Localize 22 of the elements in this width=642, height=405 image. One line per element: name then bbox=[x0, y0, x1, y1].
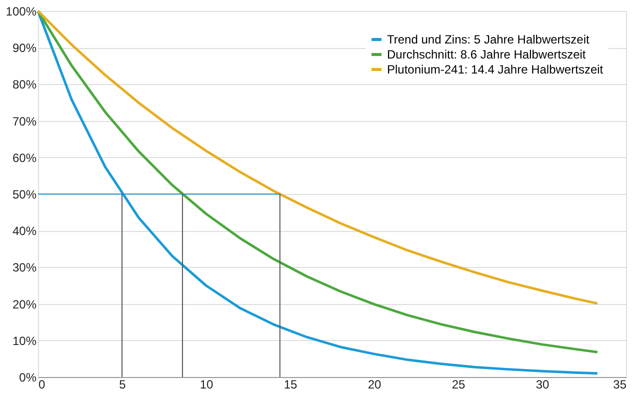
x-tick-label: 30 bbox=[536, 378, 550, 392]
y-tick-label: 80% bbox=[12, 78, 37, 92]
x-tick-label: 20 bbox=[368, 378, 382, 392]
x-tick-label: 5 bbox=[119, 378, 126, 392]
x-tick-label: 0 bbox=[38, 378, 46, 392]
x-tick-label: 15 bbox=[284, 378, 298, 392]
y-tick-label: 20% bbox=[12, 297, 37, 312]
y-tick-label: 30% bbox=[12, 260, 37, 275]
y-tick-label: 50% bbox=[12, 188, 37, 202]
legend-label: Plutonium-241: 14.4 Jahre Halbwertszeit bbox=[387, 62, 604, 76]
legend-label: Durchschnitt: 8.6 Jahre Halbwertszeit bbox=[387, 48, 586, 62]
y-tick-label: 70% bbox=[12, 114, 37, 128]
y-tick-label: 60% bbox=[12, 150, 37, 165]
y-tick-label: 10% bbox=[12, 334, 37, 348]
y-tick-label: 40% bbox=[12, 224, 37, 238]
x-tick-label: 35 bbox=[613, 378, 627, 392]
x-tick-label: 25 bbox=[452, 378, 466, 392]
y-tick-label: 90% bbox=[12, 41, 37, 56]
y-tick-label: 0% bbox=[19, 370, 37, 384]
y-tick-label: 100% bbox=[6, 4, 37, 18]
legend-label: Trend und Zins: 5 Jahre Halbwertszeit bbox=[387, 32, 590, 46]
x-tick-label: 10 bbox=[200, 378, 214, 392]
